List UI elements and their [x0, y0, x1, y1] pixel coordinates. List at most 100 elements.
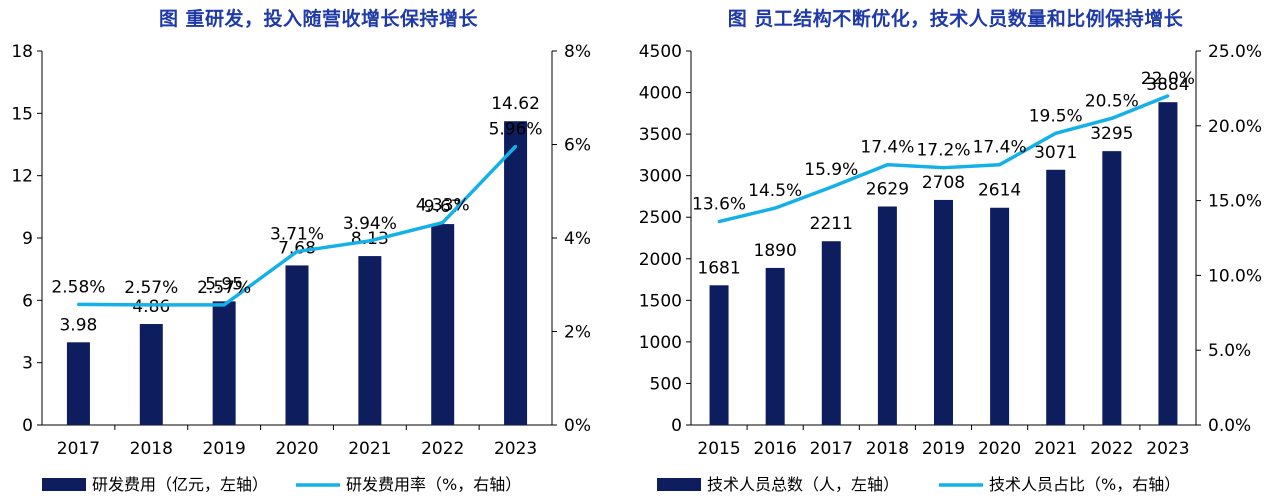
right-tick-label: 0.0%: [1208, 416, 1251, 436]
rate-point: [76, 302, 80, 306]
bar: [709, 285, 729, 425]
legend-line-label: 技术人员占比（%，右轴）: [989, 475, 1180, 494]
rate-data-label: 3.71%: [270, 225, 324, 245]
x-tick-label: 2016: [754, 439, 797, 459]
right-tick-label: 4%: [564, 229, 591, 249]
left-tick-label: 6: [22, 291, 33, 311]
bar-data-label: 2629: [866, 180, 909, 200]
rate-data-label: 2.57%: [124, 278, 178, 298]
right-tick-label: 10.0%: [1208, 266, 1262, 286]
rate-data-label: 2.57%: [197, 278, 251, 298]
left-tick-label: 4500: [639, 42, 682, 62]
bar: [212, 301, 236, 425]
rate-data-label: 15.9%: [804, 160, 858, 180]
left-tick-label: 0: [671, 416, 682, 436]
right-tick-label: 25.0%: [1208, 42, 1262, 62]
chart-panel-staff: 图 员工结构不断优化，技术人员数量和比例保持增长 0 500 1000 1500 200…: [637, 0, 1274, 499]
rate-point: [441, 221, 445, 225]
bar: [990, 207, 1010, 425]
legend-line-label: 研发费用率（%，右轴）: [346, 475, 521, 494]
rate-data-label: 3.94%: [343, 214, 397, 234]
bar: [1102, 151, 1122, 425]
rate-point: [295, 250, 299, 254]
right-tick-label: 15.0%: [1208, 192, 1262, 212]
bar: [431, 224, 455, 425]
bar: [358, 256, 382, 425]
bar: [1046, 169, 1066, 425]
bar-data-label: 3071: [1034, 143, 1077, 163]
rate-data-label: 2.58%: [51, 277, 105, 297]
bar: [285, 265, 309, 425]
bar-data-label: 4.86: [132, 297, 170, 317]
bar-data-label: 7.68: [278, 238, 316, 258]
bar: [1158, 102, 1178, 425]
rate-point: [1110, 116, 1114, 120]
rate-data-label: 17.4%: [860, 138, 914, 158]
legend-bar-label: 研发费用（亿元，左轴）: [92, 475, 268, 494]
x-tick-label: 2020: [978, 439, 1021, 459]
rate-data-label: 14.5%: [748, 181, 802, 201]
chart-title: 图 员工结构不断优化，技术人员数量和比例保持增长: [727, 8, 1184, 30]
x-tick-label: 2019: [203, 439, 246, 459]
rate-point: [885, 163, 889, 167]
legend-bar-swatch: [657, 478, 701, 491]
left-tick-label: 1000: [639, 333, 682, 353]
chart-svg: 0 3 6 9 12 15 18 0% 2% 4% 6% 8% 2017 2018 2019 2020 2021…: [11, 42, 591, 494]
bar-data-label: 14.62: [491, 94, 540, 114]
legend-bar-label: 技术人员总数（人，左轴）: [707, 475, 899, 494]
left-tick-label: 2500: [639, 208, 682, 228]
rate-data-label: 17.2%: [916, 141, 970, 161]
x-tick-label: 2018: [130, 439, 173, 459]
right-tick-label: 6%: [564, 136, 591, 156]
rate-point: [773, 206, 777, 210]
x-tick-label: 2022: [1090, 439, 1133, 459]
x-tick-label: 2017: [810, 439, 853, 459]
rate-data-label: 20.5%: [1085, 91, 1139, 111]
chart-title: 图 重研发，投入随营收增长保持增长: [158, 8, 479, 30]
bar-data-label: 3884: [1146, 75, 1189, 95]
chart-panel-rd: 图 重研发，投入随营收增长保持增长 0 3 6 9 12 15 18 0% 2% 4% 6% 8% 20…: [11, 8, 591, 494]
rate-data-label: 17.4%: [973, 138, 1027, 158]
bar-data-label: 2211: [810, 214, 853, 234]
bar-data-label: 2614: [978, 181, 1021, 201]
x-tick-label: 2017: [57, 439, 100, 459]
left-tick-label: 18: [11, 42, 33, 62]
x-tick-label: 2023: [494, 439, 537, 459]
rate-data-label: 22.0%: [1141, 69, 1195, 89]
x-tick-label: 2015: [697, 439, 740, 459]
left-tick-label: 3: [22, 354, 33, 374]
bar: [877, 206, 897, 425]
rate-point: [514, 144, 518, 148]
left-tick-label: 0: [22, 416, 33, 436]
right-tick-label: 2%: [564, 323, 591, 343]
x-tick-label: 2022: [421, 439, 464, 459]
x-tick-label: 2023: [1146, 439, 1189, 459]
bar-data-label: 2708: [922, 173, 965, 193]
bar-data-label: 3295: [1090, 124, 1133, 144]
left-tick-label: 15: [11, 104, 33, 124]
legend-bar-swatch: [42, 478, 86, 491]
bar: [821, 241, 841, 425]
rate-point: [149, 303, 153, 307]
chart-svg: 0 500 1000 1500 2000 2500 3000 3500 4000 4500 0.0%…: [639, 42, 1262, 494]
rate-point: [368, 239, 372, 243]
x-tick-label: 2019: [922, 439, 965, 459]
right-tick-label: 0%: [564, 416, 591, 436]
right-tick-label: 5.0%: [1208, 341, 1251, 361]
left-tick-label: 500: [650, 374, 682, 394]
x-tick-label: 2020: [275, 439, 318, 459]
bar-data-label: 3.98: [59, 315, 97, 335]
bar: [139, 324, 163, 425]
right-tick-label: 20.0%: [1208, 117, 1262, 137]
bar-data-label: 1681: [697, 258, 740, 278]
rate-point: [1166, 94, 1170, 98]
left-tick-label: 4000: [639, 84, 682, 104]
rate-data-label: 19.5%: [1029, 106, 1083, 126]
rate-point: [717, 220, 721, 224]
left-tick-label: 3500: [639, 125, 682, 145]
right-tick-label: 8%: [564, 42, 591, 62]
rate-data-label: 4.33%: [416, 196, 470, 216]
left-tick-label: 3000: [639, 167, 682, 187]
x-tick-label: 2021: [348, 439, 391, 459]
bar-data-label: 1890: [754, 241, 797, 261]
